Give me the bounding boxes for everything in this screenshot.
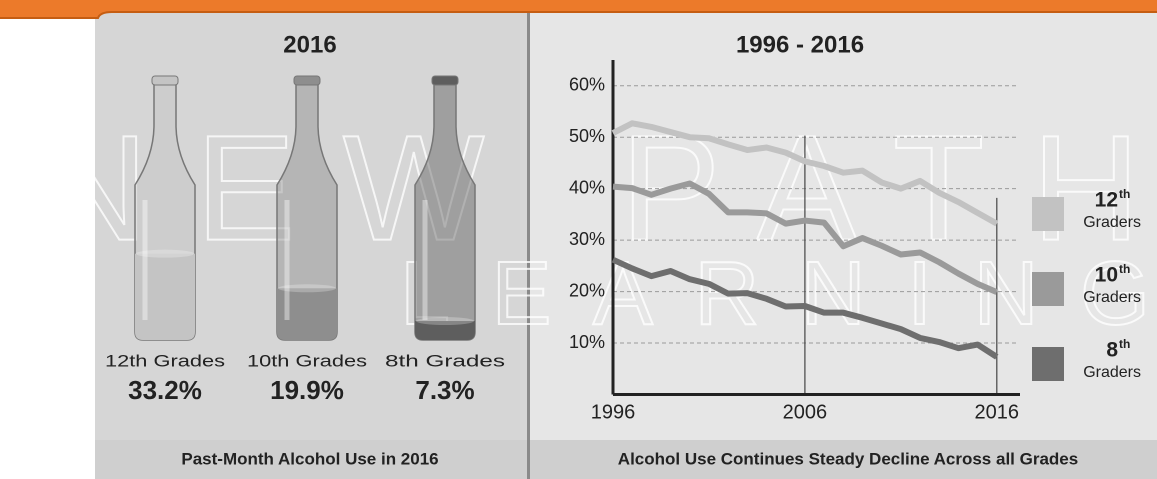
top-bar-edge (0, 11, 1157, 19)
liquid-surface (278, 284, 336, 293)
right-title: 1996 - 2016 (736, 31, 864, 58)
legend-swatch (1032, 272, 1064, 306)
legend-label: Graders (1083, 364, 1141, 381)
liquid (415, 321, 475, 340)
x-tick-label: 1996 (591, 401, 636, 423)
legend-swatch (1032, 347, 1064, 381)
y-tick-label: 50% (569, 126, 605, 146)
series-line (611, 256, 999, 360)
y-tick-label: 10% (569, 332, 605, 352)
bottle-lip (431, 75, 459, 86)
x-tick-label: 2016 (975, 401, 1020, 423)
category-label: 10th Grades (247, 351, 367, 370)
legend-suffix: th (1119, 337, 1130, 351)
top-bar (0, 0, 1157, 18)
divider (527, 10, 530, 479)
liquid-surface (136, 249, 194, 258)
legend-suffix: th (1119, 262, 1130, 276)
y-tick-label: 60% (569, 74, 605, 94)
caption-band (95, 440, 1157, 479)
y-tick-label: 40% (569, 177, 605, 197)
y-tick-label: 20% (569, 280, 605, 300)
value-label: 7.3% (415, 375, 474, 405)
y-tick-label: 30% (569, 229, 605, 249)
liquid (135, 253, 195, 340)
legend-label: Graders (1083, 289, 1141, 306)
category-label: 12th Grades (105, 351, 225, 370)
legend-number: 8 (1106, 339, 1118, 362)
legend-suffix: th (1119, 187, 1130, 201)
value-label: 19.9% (270, 375, 344, 405)
series-line (612, 180, 998, 295)
legend-number: 12 (1095, 189, 1118, 212)
legend-number: 10 (1095, 264, 1118, 287)
left-panel (95, 10, 527, 479)
liquid (277, 288, 337, 340)
right-caption: Alcohol Use Continues Steady Decline Acr… (618, 449, 1078, 468)
bottle-lip (151, 75, 179, 86)
category-label: 8th Grades (385, 351, 505, 370)
left-title: 2016 (283, 31, 336, 58)
series-line (611, 120, 999, 227)
liquid-surface (416, 317, 474, 326)
left-caption: Past-Month Alcohol Use in 2016 (181, 449, 438, 468)
legend-label: Graders (1083, 214, 1141, 231)
legend-swatch (1032, 197, 1064, 231)
x-tick-label: 2006 (783, 401, 828, 423)
bottle-lip (293, 75, 321, 86)
value-label: 33.2% (128, 375, 202, 405)
